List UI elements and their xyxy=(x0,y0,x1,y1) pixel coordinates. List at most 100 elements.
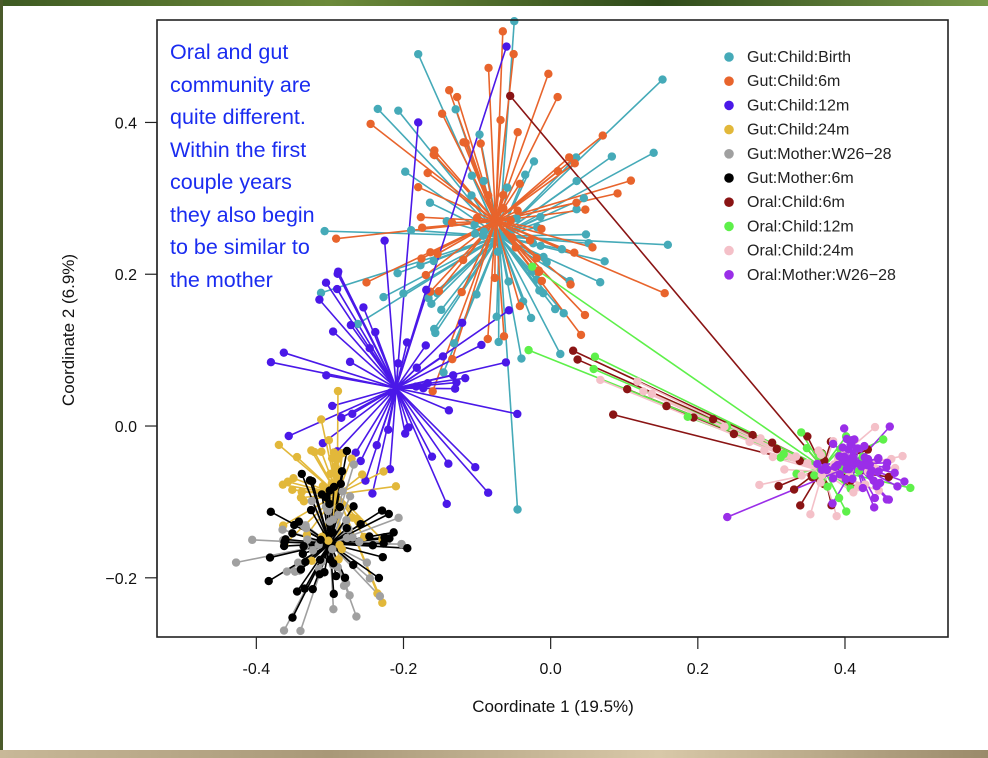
data-point xyxy=(572,198,581,207)
data-point xyxy=(609,410,618,419)
data-point xyxy=(421,270,431,280)
data-point xyxy=(532,254,541,263)
data-point xyxy=(797,428,806,437)
data-point xyxy=(428,387,437,396)
data-point xyxy=(306,505,316,515)
spider-line xyxy=(498,235,544,294)
data-point xyxy=(317,415,326,424)
x-tick-label: 0.4 xyxy=(834,661,856,678)
legend-item: Gut:Child:12m xyxy=(724,97,849,114)
data-point xyxy=(484,63,493,73)
spider-line xyxy=(288,387,397,437)
data-point xyxy=(513,505,522,514)
data-point xyxy=(416,212,426,222)
data-point xyxy=(422,285,431,295)
legend-item: Gut:Child:24m xyxy=(724,122,849,139)
data-point xyxy=(870,422,880,432)
data-point xyxy=(600,257,609,266)
data-point xyxy=(823,482,832,491)
data-point xyxy=(345,492,355,501)
data-point xyxy=(900,477,909,486)
data-point xyxy=(590,352,600,361)
data-point xyxy=(521,170,530,179)
data-point xyxy=(380,533,389,542)
data-point xyxy=(336,479,346,489)
data-point xyxy=(626,176,636,185)
data-point xyxy=(373,104,382,114)
data-point xyxy=(536,212,545,222)
data-point xyxy=(330,462,340,472)
data-point xyxy=(780,465,789,474)
y-tick-label: 0.4 xyxy=(115,115,137,132)
data-point xyxy=(393,268,402,278)
data-point xyxy=(328,528,338,537)
spider-line xyxy=(420,216,496,222)
data-point xyxy=(528,262,537,271)
data-point xyxy=(379,292,388,302)
spider-line xyxy=(531,265,824,469)
data-point xyxy=(315,295,324,304)
spider-line xyxy=(498,155,613,237)
data-point xyxy=(430,146,439,155)
data-point xyxy=(458,255,468,265)
data-point xyxy=(484,191,493,200)
spider-line xyxy=(270,361,397,389)
legend-label: Oral:Mother:W26−28 xyxy=(747,267,896,284)
data-point xyxy=(503,183,512,192)
data-point xyxy=(539,288,548,298)
data-point xyxy=(475,130,484,139)
data-point xyxy=(501,358,511,367)
data-point xyxy=(550,304,560,314)
data-point xyxy=(351,448,360,457)
data-point xyxy=(858,483,868,493)
spider-line xyxy=(437,220,496,255)
spider-line xyxy=(395,387,433,458)
data-point xyxy=(449,339,459,348)
data-point xyxy=(357,470,367,479)
data-point xyxy=(389,528,398,537)
spider-line xyxy=(498,235,562,355)
spider-line xyxy=(395,387,450,412)
data-point xyxy=(404,423,413,432)
spider-line xyxy=(395,387,476,468)
spider-line xyxy=(309,480,331,544)
data-point xyxy=(437,109,447,118)
legend-label: Gut:Child:6m xyxy=(747,73,840,90)
data-point xyxy=(383,425,393,434)
data-point xyxy=(416,261,425,270)
data-point xyxy=(828,474,838,483)
data-point xyxy=(524,345,533,355)
annotation-line: couple years xyxy=(170,170,292,194)
spider-line xyxy=(362,307,397,389)
data-point xyxy=(308,584,317,594)
legend-marker xyxy=(724,52,734,62)
data-point xyxy=(292,452,302,462)
data-point xyxy=(589,364,598,374)
background-sand-bottom xyxy=(0,750,988,758)
spider-line xyxy=(336,387,397,452)
data-point xyxy=(393,359,403,368)
data-point xyxy=(296,626,305,636)
data-point xyxy=(414,49,423,59)
data-point xyxy=(470,229,480,238)
data-point xyxy=(477,340,486,350)
data-point xyxy=(349,502,358,511)
spider-line xyxy=(395,344,427,389)
data-point xyxy=(332,284,342,294)
data-point xyxy=(417,254,426,263)
data-point xyxy=(413,182,423,192)
data-point xyxy=(860,453,869,462)
data-point xyxy=(872,481,881,491)
data-point xyxy=(345,591,354,600)
spider-line xyxy=(498,236,519,510)
data-point xyxy=(282,567,292,576)
spider-line xyxy=(494,221,505,337)
data-point xyxy=(359,303,368,312)
data-point xyxy=(849,488,858,497)
data-point xyxy=(280,537,289,547)
annotation-line: quite different. xyxy=(170,105,306,129)
data-point xyxy=(265,553,275,562)
spider-line xyxy=(494,183,521,222)
data-point xyxy=(525,236,535,245)
spider-line xyxy=(395,122,420,389)
